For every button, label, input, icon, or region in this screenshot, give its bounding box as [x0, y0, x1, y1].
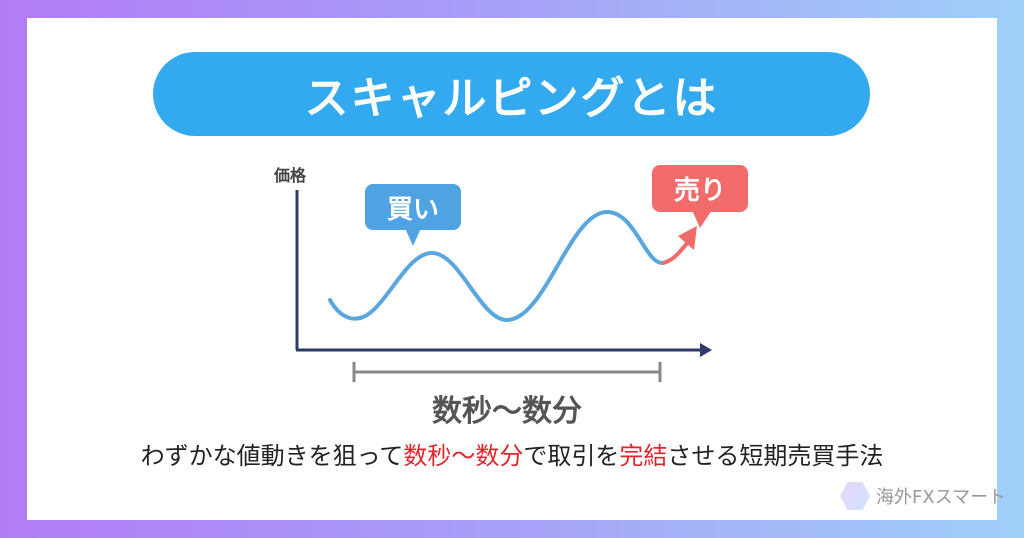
buy-bubble: 買い: [365, 184, 461, 230]
caption-highlight: 数秒〜数分: [403, 442, 524, 470]
sell-bubble: 売り: [652, 165, 748, 212]
logo-text: 海外FXスマート: [876, 487, 1007, 508]
sell-bubble-pointer: [692, 210, 712, 228]
buy-bubble-pointer: [405, 228, 421, 246]
page-title: スキャルピングとは: [153, 52, 870, 136]
caption-text: で取引を: [523, 442, 620, 470]
sell-arrow-head-icon: [678, 226, 697, 250]
caption-highlight: 完結: [619, 442, 668, 470]
sell-arrow: [661, 240, 690, 265]
caption-text: させる短期売買手法: [667, 442, 884, 470]
caption: わずかな値動きを狙って数秒〜数分で取引を完結させる短期売買手法: [0, 436, 1024, 471]
range-label: 数秒〜数分: [432, 394, 582, 429]
chart-hexagon-icon: [840, 482, 870, 510]
logo: 海外FXスマート: [840, 482, 1006, 510]
x-axis-arrow-icon: [700, 343, 712, 357]
caption-text: わずかな値動きを狙って: [140, 442, 404, 470]
price-curve: [328, 209, 664, 323]
y-axis-label: 価格: [274, 166, 307, 185]
